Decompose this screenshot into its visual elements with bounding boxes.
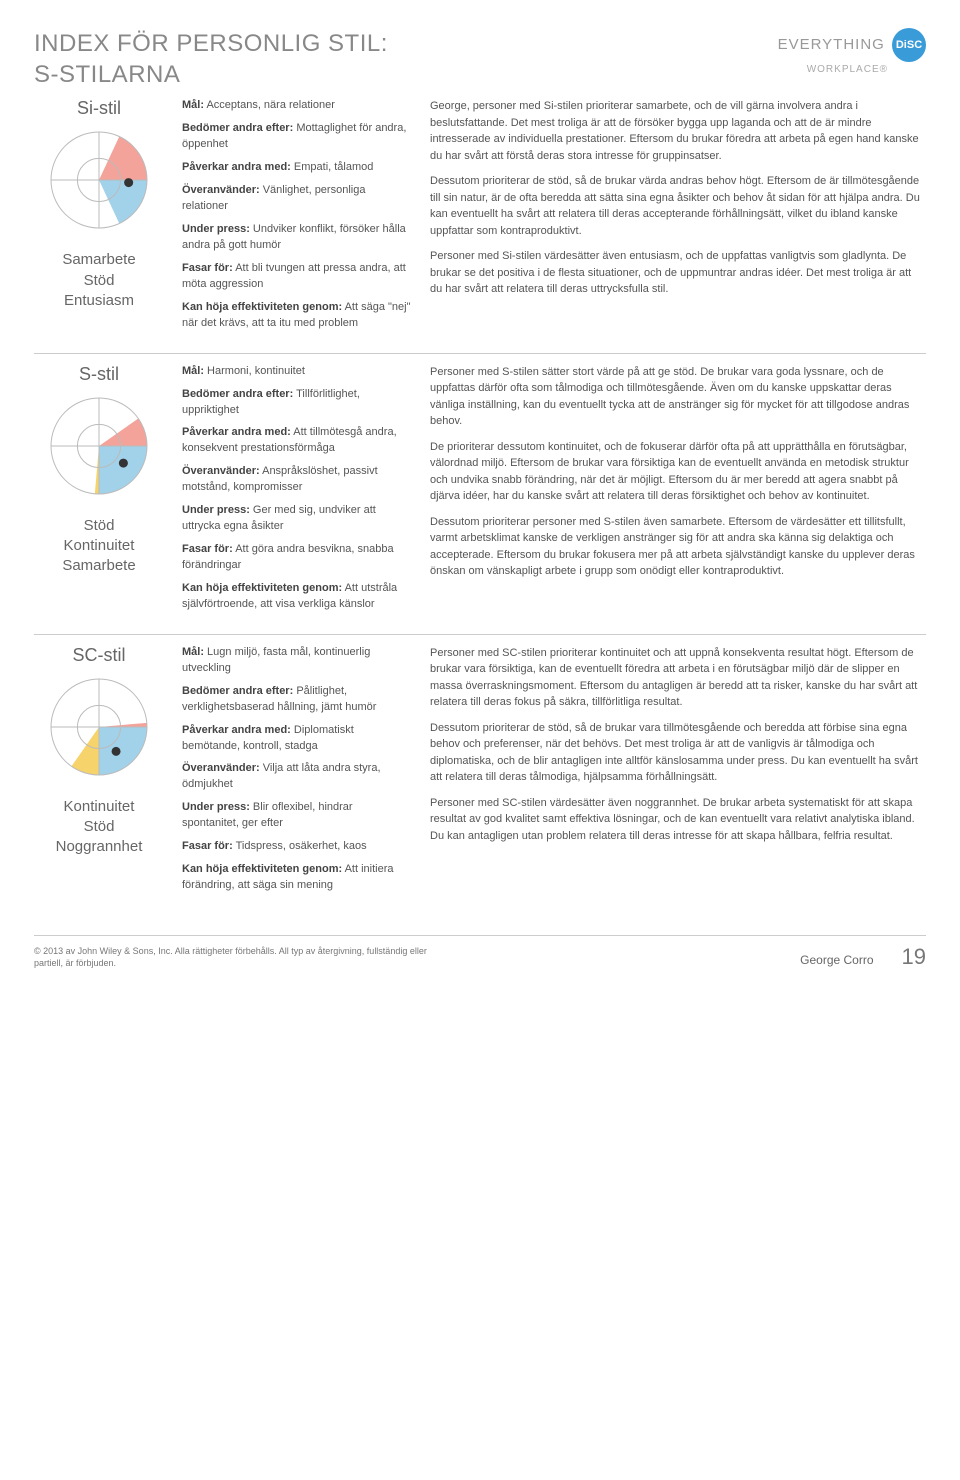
disc-wheel-icon [44,125,154,235]
style-keywords: StödKontinuitetSamarbete [34,516,164,577]
style-name: Si-stil [34,98,164,119]
description-paragraph: Dessutom prioriterar personer med S-stil… [430,514,926,580]
description-paragraphs: George, personer med Si-stilen prioriter… [430,98,926,338]
trait-item: Under press: Undviker konflikt, försöker… [182,222,412,254]
trait-item: Påverkar andra med: Empati, tålamod [182,160,412,176]
trait-item: Överanvänder: Anspråkslöshet, passivt mo… [182,464,412,496]
description-paragraph: Personer med S-stilen sätter stort värde… [430,364,926,430]
style-keywords: KontinuitetStödNoggrannhet [34,797,164,858]
disc-wheel-icon [44,672,154,782]
style-name: SC-stil [34,645,164,666]
description-paragraph: Personer med SC-stilen prioriterar konti… [430,645,926,711]
trait-item: Kan höja effektiviteten genom: Att initi… [182,862,412,894]
trait-item: Mål: Harmoni, kontinuitet [182,364,412,380]
description-paragraph: De prioriterar dessutom kontinuitet, och… [430,439,926,505]
brand-logo: EVERYTHING DiSC WORKPLACE® [778,28,926,75]
page-number: 19 [902,944,926,970]
style-keywords: SamarbeteStödEntusiasm [34,250,164,311]
copyright-text: © 2013 av John Wiley & Sons, Inc. Alla r… [34,945,434,970]
description-paragraph: Dessutom prioriterar de stöd, så de bruk… [430,173,926,239]
trait-item: Bedömer andra efter: Pålitlighet, verkli… [182,684,412,716]
disc-wheel-icon [44,391,154,501]
description-paragraph: Dessutom prioriterar de stöd, så de bruk… [430,720,926,786]
trait-item: Kan höja effektiviteten genom: Att utstr… [182,581,412,613]
trait-item: Fasar för: Att göra andra besvikna, snab… [182,542,412,574]
trait-list: Mål: Harmoni, kontinuitet Bedömer andra e… [182,364,412,620]
style-name: S-stil [34,364,164,385]
trait-item: Fasar för: Tidspress, osäkerhet, kaos [182,839,412,855]
trait-item: Bedömer andra efter: Tillförlitlighet, u… [182,387,412,419]
trait-item: Mål: Acceptans, nära relationer [182,98,412,114]
description-paragraphs: Personer med S-stilen sätter stort värde… [430,364,926,620]
page-title: INDEX FÖR PERSONLIG STIL: S-STILARNA [34,28,388,90]
trait-item: Mål: Lugn miljö, fasta mål, kontinuerlig… [182,645,412,677]
description-paragraph: Personer med Si-stilen värdesätter även … [430,248,926,298]
disc-badge-icon: DiSC [892,28,926,62]
trait-item: Påverkar andra med: Att tillmötesgå andr… [182,425,412,457]
trait-list: Mål: Lugn miljö, fasta mål, kontinuerlig… [182,645,412,901]
style-section-si: Si-stil SamarbeteStödEntusiasm Mål: Accept… [34,98,926,352]
trait-item: Bedömer andra efter: Mottaglighet för an… [182,121,412,153]
description-paragraphs: Personer med SC-stilen prioriterar konti… [430,645,926,901]
style-section-s: S-stil StödKontinuitetSamarbete Mål: Harmo… [34,353,926,634]
trait-item: Under press: Blir oflexibel, hindrar spo… [182,800,412,832]
trait-item: Överanvänder: Vänlighet, personliga rela… [182,183,412,215]
trait-item: Överanvänder: Vilja att låta andra styra… [182,761,412,793]
trait-item: Under press: Ger med sig, undviker att u… [182,503,412,535]
footer-person-name: George Corro [800,953,873,967]
style-section-sc: SC-stil KontinuitetStödNoggrannhet Mål: Lu… [34,634,926,915]
trait-list: Mål: Acceptans, nära relationer Bedömer a… [182,98,412,338]
trait-item: Kan höja effektiviteten genom: Att säga … [182,300,412,332]
trait-item: Fasar för: Att bli tvungen att pressa an… [182,261,412,293]
trait-item: Påverkar andra med: Diplomatiskt bemötan… [182,723,412,755]
description-paragraph: Personer med SC-stilen värdesätter även … [430,795,926,845]
description-paragraph: George, personer med Si-stilen prioriter… [430,98,926,164]
